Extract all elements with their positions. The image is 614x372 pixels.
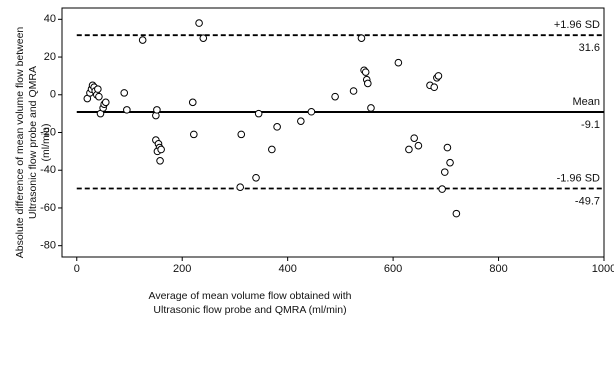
x-axis-title: Ultrasonic flow probe and QMRA (ml/min) (153, 304, 346, 316)
point (361, 68, 370, 76)
point (405, 145, 413, 154)
point (367, 104, 375, 112)
point (394, 58, 403, 67)
point (452, 209, 461, 218)
y-tick-label: -60 (40, 202, 56, 214)
point (188, 98, 197, 107)
point (120, 89, 129, 97)
point (443, 143, 452, 152)
reference-name: -1.96 SD (557, 172, 600, 184)
x-tick-label: 0 (74, 263, 80, 275)
point (101, 98, 110, 107)
point (123, 106, 131, 114)
point (357, 34, 366, 42)
y-axis-title: Ultrasonic flow probe and QMRA (27, 66, 39, 219)
x-tick-label: 400 (278, 263, 296, 275)
point (410, 134, 418, 142)
reference-value: -9.1 (581, 119, 600, 131)
point (236, 183, 245, 192)
point (273, 123, 281, 131)
point (307, 107, 316, 116)
x-tick-label: 200 (173, 263, 191, 275)
x-tick-label: 1000 (592, 263, 614, 275)
point (138, 36, 147, 44)
point (349, 87, 358, 95)
point (363, 79, 372, 88)
point (252, 173, 260, 182)
point (414, 141, 423, 150)
point (430, 83, 439, 92)
y-axis-title: (ml/min) (40, 124, 52, 162)
y-tick-label: 20 (44, 51, 56, 63)
y-tick-label: 0 (50, 89, 56, 101)
reference-value: 31.6 (579, 42, 600, 54)
x-axis-title: Average of mean volume flow obtained wit… (149, 290, 352, 302)
reference-name: +1.96 SD (554, 19, 600, 31)
reference-value: -49.7 (575, 195, 600, 207)
point (94, 85, 102, 93)
point (195, 19, 203, 27)
y-axis-title: Absolute difference of mean volume flow … (14, 27, 26, 259)
point (331, 92, 339, 101)
point (438, 185, 446, 193)
point (157, 145, 165, 154)
point (199, 34, 208, 42)
y-tick-label: -40 (40, 164, 56, 176)
point (297, 117, 305, 125)
point (434, 72, 443, 80)
point (254, 109, 263, 118)
reference-name: Mean (572, 96, 600, 108)
y-tick-label: 40 (44, 13, 56, 25)
point (95, 92, 103, 101)
point (156, 156, 164, 165)
point (153, 106, 161, 114)
point (190, 130, 198, 139)
y-tick-label: -20 (40, 126, 56, 138)
y-tick-label: -80 (40, 240, 56, 252)
x-tick-label: 600 (384, 263, 402, 275)
point (446, 158, 454, 167)
plot-frame (61, 7, 605, 258)
x-tick-label: 800 (489, 263, 507, 275)
point (237, 130, 246, 139)
point (440, 168, 449, 176)
point (268, 145, 276, 154)
